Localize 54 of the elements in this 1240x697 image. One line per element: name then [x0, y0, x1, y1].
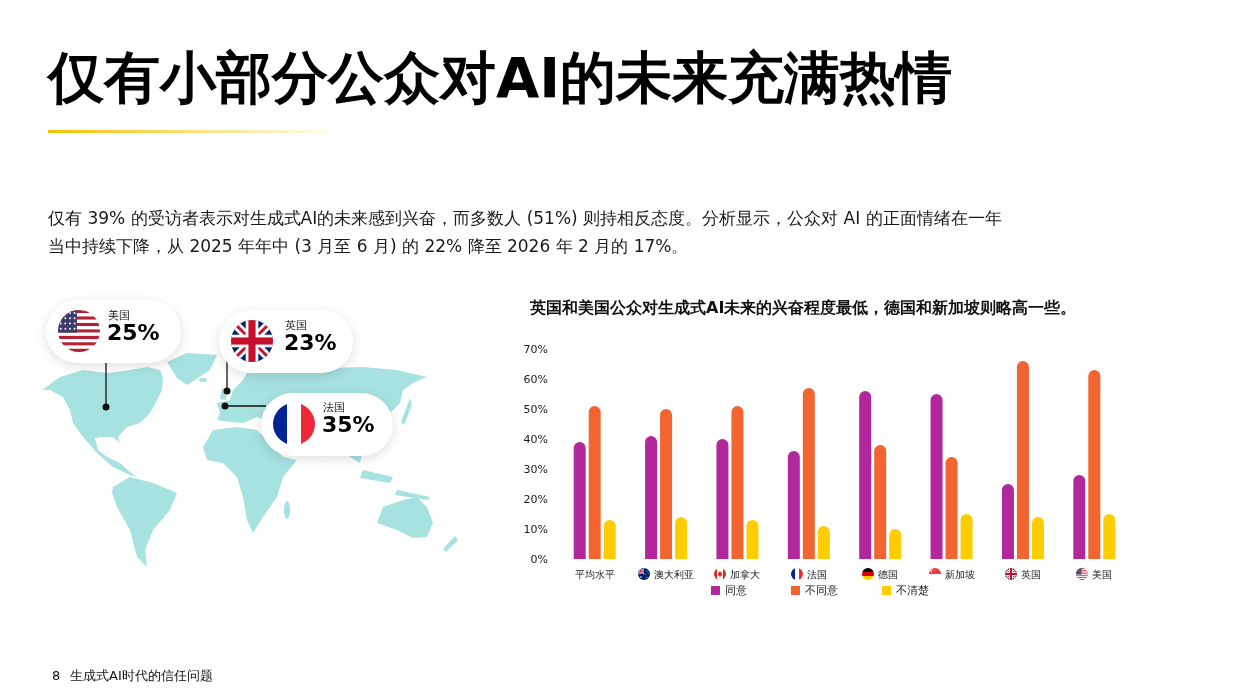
chart-title: 英国和美国公众对生成式AI未来的兴奋程度最低，德国和新加坡则略高一些。 [529, 297, 1077, 317]
x-tick-label: 新加坡 [944, 568, 975, 580]
bar [945, 457, 958, 559]
bar [731, 406, 744, 559]
bar [930, 394, 943, 559]
text: 23% [284, 330, 337, 356]
text: 英国 [285, 319, 307, 332]
bar [603, 520, 616, 559]
y-tick-label: 40% [523, 432, 548, 446]
y-tick-label: 30% [523, 462, 548, 476]
y-tick-label: 0% [530, 552, 548, 566]
bar [1031, 517, 1044, 559]
text: 35% [322, 412, 375, 438]
bar [588, 406, 601, 559]
bar [787, 451, 800, 559]
x-tick-label: 法国 [806, 568, 827, 580]
x-tick-label: 加拿大 [730, 568, 761, 580]
bar [1073, 475, 1086, 559]
bar [1088, 370, 1101, 559]
x-tick-label: 德国 [878, 568, 899, 580]
bar [1001, 484, 1014, 559]
bar [1103, 514, 1116, 559]
bar [660, 409, 673, 559]
bar [675, 517, 688, 559]
bar [573, 442, 586, 559]
x-tick-label: 美国 [1092, 568, 1113, 580]
x-tick-label: 平均水平 [574, 568, 615, 580]
text: 仅有小部分公众对AI的未来充满热情 [48, 45, 953, 110]
text: 仅有 39% 的受访者表示对生成式AI的未来感到兴奋，而多数人 (51%) 则持相反态度。分析显示，公众对 AI 的正面情绪在一年当中持续下降，从 2025 年年中 (3 月至 6 月) 的 22% 降至 2026 年 2 月的 17%。 [48, 207, 1003, 258]
legend-label: 不清楚 [896, 584, 929, 597]
bar [802, 388, 815, 559]
text: 25% [107, 320, 160, 346]
x-tick-label: 澳大利亚 [654, 568, 695, 580]
text: 生成式AI时代的信任问题 [70, 667, 213, 685]
bar [746, 520, 759, 559]
y-tick-label: 50% [523, 402, 548, 416]
bar [716, 439, 729, 559]
text: 8 [52, 667, 61, 685]
y-tick-label: 60% [523, 372, 548, 386]
bar [817, 526, 830, 559]
legend-label: 同意 [725, 584, 747, 597]
bar [1016, 361, 1029, 559]
bar [859, 391, 872, 559]
text: 法国 [323, 401, 345, 414]
y-tick-label: 70% [523, 342, 548, 356]
x-tick-label: 英国 [1020, 568, 1041, 580]
text: 美国 [108, 309, 130, 322]
bar [874, 445, 887, 559]
y-tick-label: 20% [523, 492, 548, 506]
bar [889, 529, 902, 559]
legend-label: 不同意 [805, 584, 838, 597]
bar [960, 514, 973, 559]
y-tick-label: 10% [523, 522, 548, 536]
bar [645, 436, 658, 559]
